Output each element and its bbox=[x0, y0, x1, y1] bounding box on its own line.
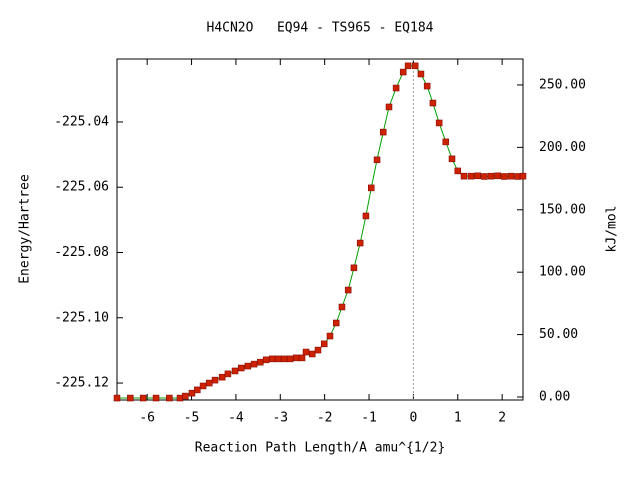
data-point bbox=[454, 167, 462, 175]
data-point bbox=[152, 394, 160, 402]
data-point bbox=[286, 355, 294, 363]
data-point bbox=[350, 264, 358, 272]
x-tick-label: -4 bbox=[228, 411, 244, 426]
data-point bbox=[274, 355, 282, 363]
data-point bbox=[262, 356, 270, 364]
data-point bbox=[417, 70, 425, 78]
y2-axis-label: kJ/mol bbox=[605, 206, 620, 253]
data-point bbox=[326, 332, 334, 340]
data-point bbox=[302, 348, 310, 356]
data-point bbox=[113, 394, 121, 402]
chart-title: H4CN2O EQ94 - TS965 - EQ184 bbox=[207, 21, 434, 36]
data-point bbox=[314, 346, 322, 354]
x-tick-label: 2 bbox=[498, 411, 506, 426]
data-point bbox=[487, 172, 495, 180]
data-point bbox=[404, 62, 412, 70]
data-point bbox=[257, 358, 264, 366]
data-point bbox=[182, 392, 189, 400]
y-tick-label: -225.04 bbox=[54, 114, 109, 129]
x-axis-label: Reaction Path Length/A amu^{1/2} bbox=[195, 441, 445, 456]
y2-tick-label: 0.00 bbox=[539, 390, 570, 405]
data-point bbox=[199, 382, 207, 390]
data-point bbox=[231, 367, 239, 375]
x-tick-label: -6 bbox=[139, 411, 155, 426]
data-point bbox=[298, 354, 306, 362]
data-point bbox=[460, 172, 468, 180]
data-point bbox=[166, 394, 173, 402]
data-point bbox=[373, 156, 381, 164]
data-point bbox=[423, 82, 431, 90]
y-tick-label: -225.10 bbox=[54, 310, 109, 325]
data-point bbox=[332, 319, 340, 327]
data-point bbox=[494, 172, 501, 180]
data-point bbox=[379, 128, 387, 136]
data-point bbox=[344, 286, 352, 294]
data-point bbox=[392, 84, 400, 92]
data-point bbox=[362, 212, 370, 220]
y2-tick-label: 100.00 bbox=[539, 265, 586, 280]
data-point bbox=[211, 376, 219, 384]
data-point bbox=[250, 360, 258, 368]
y2-tick-label: 150.00 bbox=[539, 202, 586, 217]
x-tick-label: -3 bbox=[272, 411, 288, 426]
data-point bbox=[474, 172, 481, 180]
data-point bbox=[308, 350, 316, 358]
data-point bbox=[194, 386, 201, 394]
x-tick-label: 0 bbox=[409, 411, 417, 426]
data-point bbox=[206, 379, 213, 387]
data-point bbox=[367, 184, 375, 192]
data-point bbox=[218, 373, 226, 381]
data-point bbox=[293, 354, 300, 362]
data-point bbox=[224, 370, 232, 378]
data-point bbox=[448, 155, 456, 163]
data-point bbox=[519, 172, 527, 180]
data-point bbox=[281, 355, 288, 363]
y2-tick-label: 200.00 bbox=[539, 140, 586, 155]
data-point bbox=[385, 103, 393, 111]
y2-tick-label: 250.00 bbox=[539, 77, 586, 92]
data-point bbox=[338, 303, 346, 311]
data-point bbox=[269, 355, 276, 363]
y-axis-label: Energy/Hartree bbox=[18, 174, 33, 284]
data-point bbox=[481, 173, 488, 180]
data-point bbox=[139, 394, 147, 402]
x-tick-label: -5 bbox=[184, 411, 200, 426]
data-point bbox=[356, 239, 364, 247]
y-tick-label: -225.08 bbox=[54, 245, 109, 260]
data-point bbox=[435, 119, 443, 127]
data-point bbox=[501, 173, 508, 180]
data-point bbox=[507, 172, 515, 180]
data-point bbox=[429, 99, 437, 107]
plot-frame bbox=[116, 58, 524, 401]
y-tick-label: -225.06 bbox=[54, 180, 109, 195]
data-point bbox=[442, 138, 450, 146]
data-point bbox=[188, 389, 196, 397]
data-point bbox=[467, 172, 475, 180]
x-tick-label: -2 bbox=[317, 411, 333, 426]
data-point bbox=[244, 362, 252, 370]
data-point bbox=[399, 68, 407, 76]
data-point bbox=[411, 62, 419, 70]
x-tick-label: 1 bbox=[454, 411, 462, 426]
data-point bbox=[320, 340, 328, 348]
x-tick-label: -1 bbox=[361, 411, 377, 426]
data-point bbox=[127, 394, 134, 402]
data-point bbox=[237, 364, 245, 372]
y2-tick-label: 50.00 bbox=[539, 327, 578, 342]
y-tick-label: -225.12 bbox=[54, 376, 109, 391]
